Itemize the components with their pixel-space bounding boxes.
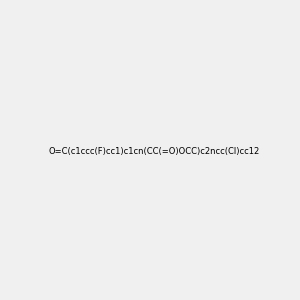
Text: O=C(c1ccc(F)cc1)c1cn(CC(=O)OCC)c2ncc(Cl)cc12: O=C(c1ccc(F)cc1)c1cn(CC(=O)OCC)c2ncc(Cl)… [48, 147, 260, 156]
